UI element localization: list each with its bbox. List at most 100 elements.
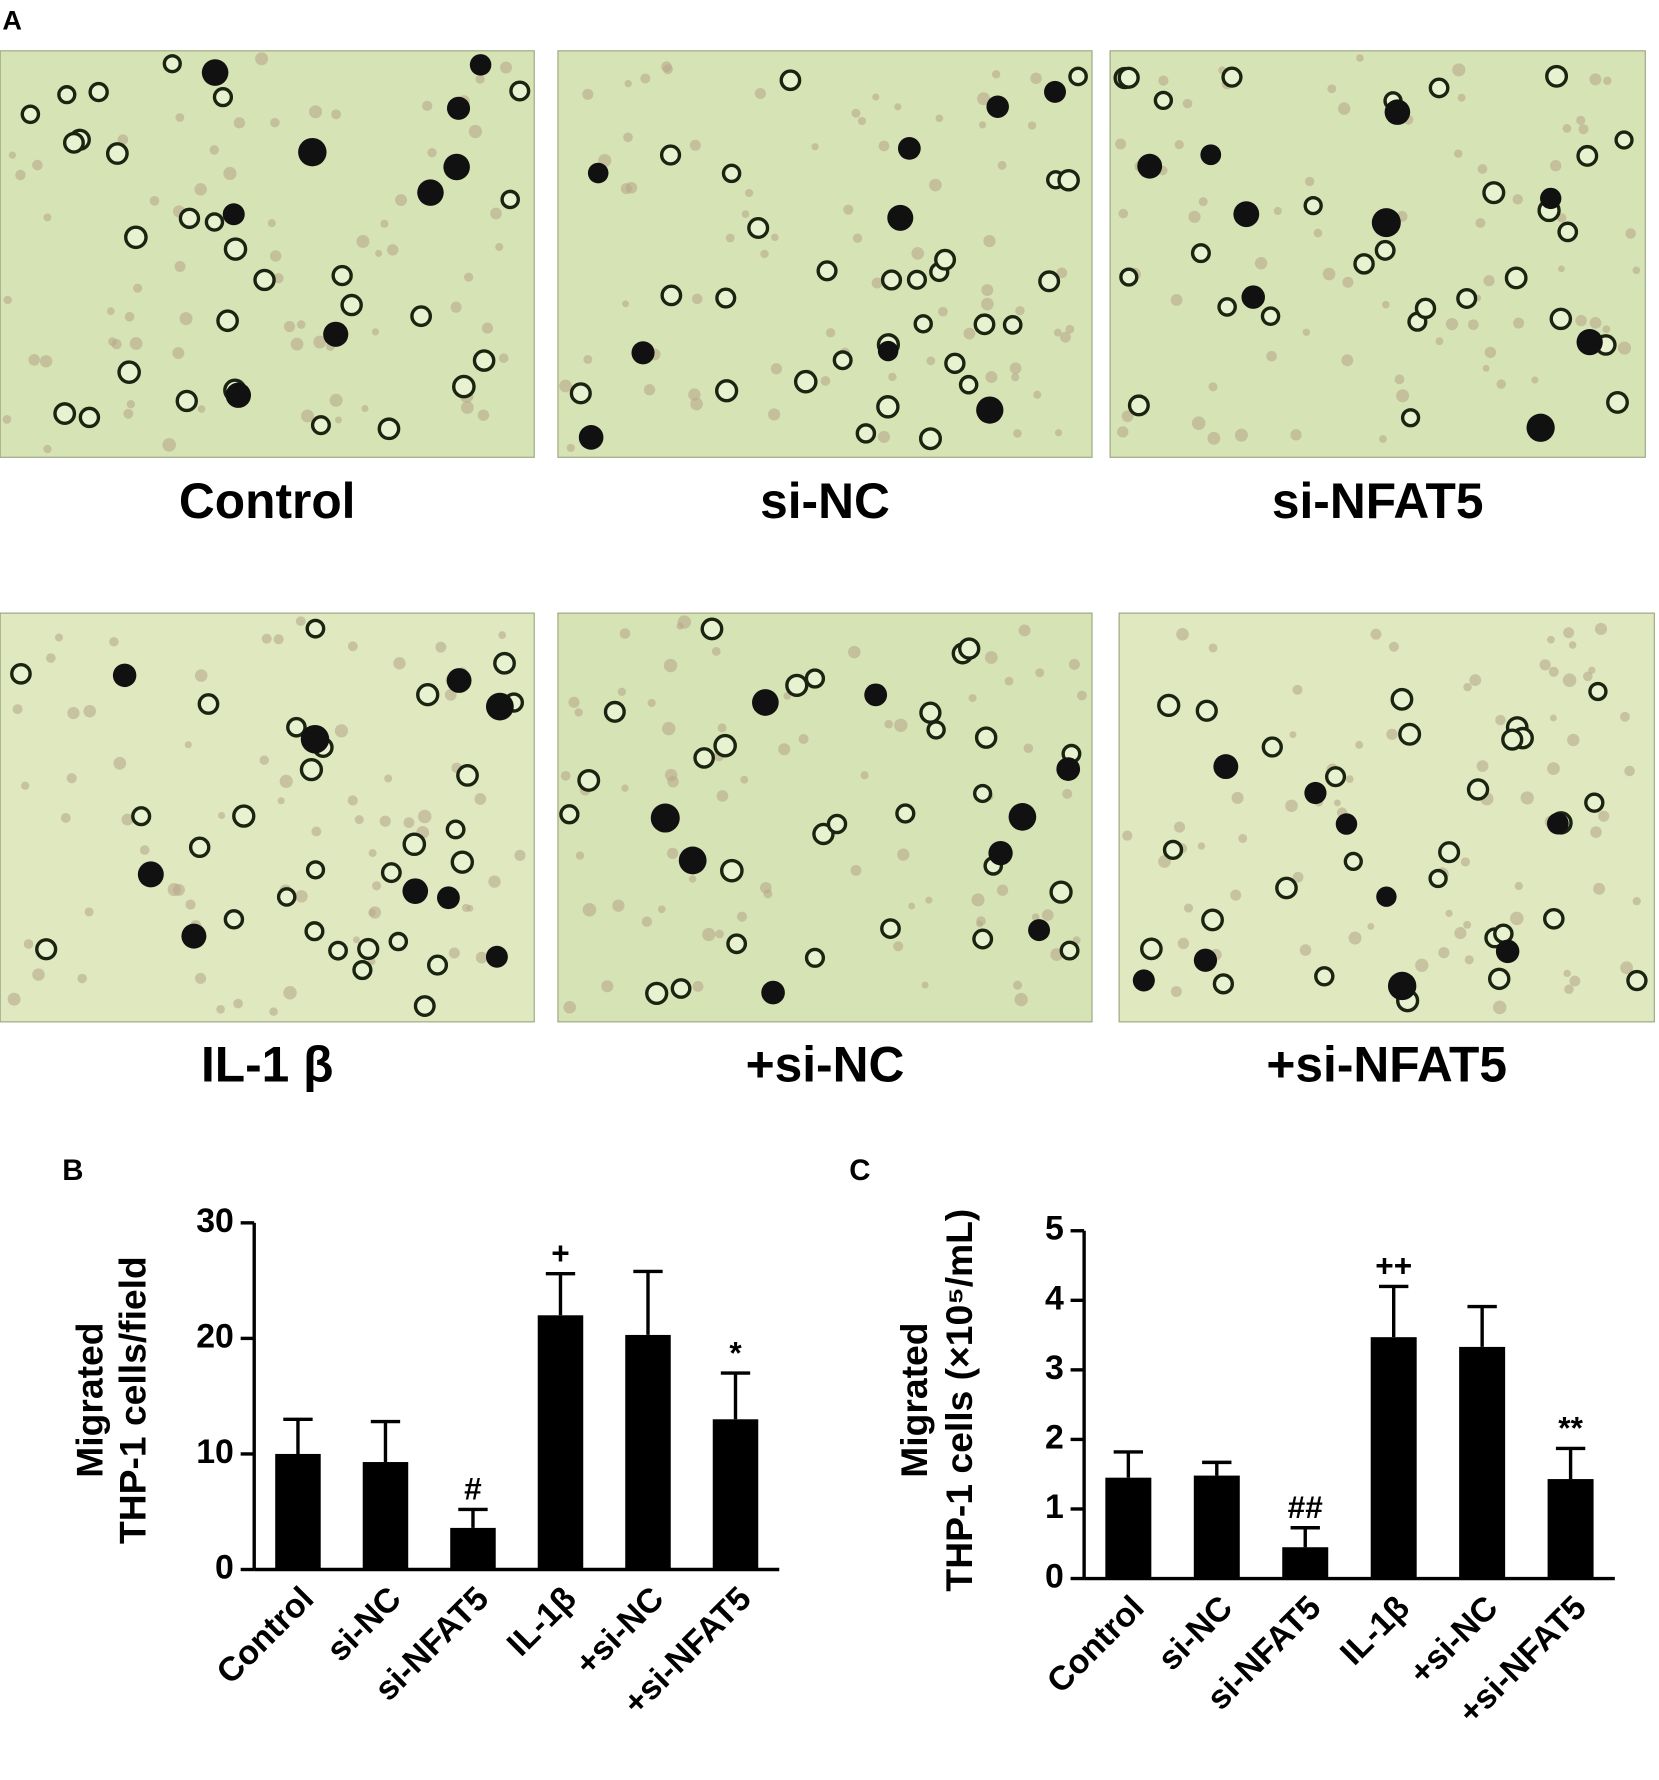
small-cell (133, 283, 143, 293)
cell (310, 415, 331, 436)
cell (715, 379, 739, 403)
small-cell (1290, 429, 1302, 441)
cell (509, 80, 531, 102)
small-cell (448, 947, 460, 959)
small-cell (84, 907, 94, 917)
small-cell (1304, 176, 1315, 187)
small-cell (371, 328, 379, 336)
cell (413, 995, 436, 1018)
small-cell (1477, 164, 1488, 174)
migrated-cell (1546, 812, 1569, 835)
cell (577, 768, 601, 792)
small-cell (444, 688, 457, 701)
migrated-cell (752, 689, 779, 716)
small-cell (1603, 76, 1612, 85)
migrated-cell (1387, 971, 1417, 1001)
small-cell (894, 718, 908, 732)
small-cell (83, 704, 96, 718)
small-cell (1208, 643, 1218, 653)
migrated-cell (1056, 757, 1081, 781)
migrated-cell (201, 59, 229, 86)
small-cell (1396, 389, 1410, 403)
small-cell (1004, 676, 1014, 686)
small-cell (963, 327, 976, 340)
significance-mark: * (729, 1334, 742, 1370)
small-cell (1208, 382, 1218, 392)
cell (779, 69, 802, 92)
cell (1303, 195, 1323, 216)
small-cell (1496, 379, 1506, 389)
small-cell (1435, 337, 1444, 346)
cell (715, 287, 737, 309)
small-cell (1583, 671, 1593, 682)
cell (493, 651, 516, 675)
cell (450, 850, 475, 874)
small-cell (716, 790, 729, 802)
small-cell (1454, 149, 1463, 158)
y-axis-label: THP-1 cells (×10⁵/mL) (938, 1209, 980, 1592)
small-cell (60, 813, 71, 823)
small-cell (126, 400, 136, 409)
small-cell (270, 117, 280, 128)
small-cell (1388, 641, 1399, 652)
small-cell (926, 356, 936, 366)
small-cell (1569, 975, 1581, 987)
small-cell (67, 706, 80, 720)
small-cell (1568, 641, 1577, 649)
small-cell (1564, 984, 1574, 995)
cell (402, 832, 427, 857)
small-cell (1013, 429, 1022, 438)
small-cell (692, 981, 704, 992)
cell (78, 406, 101, 429)
small-cell (1121, 410, 1134, 423)
small-cell (387, 244, 399, 256)
small-cell (269, 1007, 278, 1016)
cell (1343, 851, 1363, 872)
small-cell (582, 902, 597, 917)
micrograph (557, 612, 1093, 1023)
small-cell (295, 616, 306, 627)
cell (1201, 908, 1224, 932)
cell (500, 189, 520, 210)
x-tick-label: IL-1β (500, 1579, 584, 1663)
small-cell (1438, 947, 1450, 959)
small-cell (1117, 426, 1129, 438)
significance-mark: ** (1558, 1410, 1583, 1446)
cell (1261, 736, 1283, 758)
small-cell (273, 634, 284, 645)
small-cell (1292, 871, 1304, 883)
x-tick-label: IL-1β (1333, 1588, 1417, 1672)
small-cell (273, 273, 284, 284)
small-cell (393, 657, 406, 670)
small-cell (194, 669, 208, 682)
small-cell (820, 376, 831, 386)
cell (175, 389, 198, 413)
small-cell (464, 272, 474, 282)
small-cell (1273, 206, 1282, 216)
small-cell (15, 169, 26, 181)
small-cell (403, 817, 415, 829)
migrated-cell (1213, 754, 1239, 780)
bar (275, 1453, 321, 1570)
small-cell (255, 52, 269, 66)
cell (340, 293, 363, 317)
small-cell (162, 438, 176, 452)
small-cell (575, 851, 585, 860)
cell (197, 693, 220, 715)
small-cell (1014, 992, 1028, 1007)
small-cell (498, 631, 507, 639)
small-cell (475, 74, 485, 84)
small-cell (560, 770, 571, 781)
cell (726, 933, 748, 955)
migrated-cell (402, 878, 429, 904)
cell (212, 87, 234, 108)
small-cell (1188, 210, 1201, 223)
small-cell (329, 393, 343, 407)
small-cell (1065, 324, 1075, 334)
cell (720, 858, 744, 883)
bar (450, 1527, 496, 1570)
cell (124, 225, 148, 250)
cell (973, 313, 996, 336)
y-tick-label: 30 (196, 1202, 234, 1240)
